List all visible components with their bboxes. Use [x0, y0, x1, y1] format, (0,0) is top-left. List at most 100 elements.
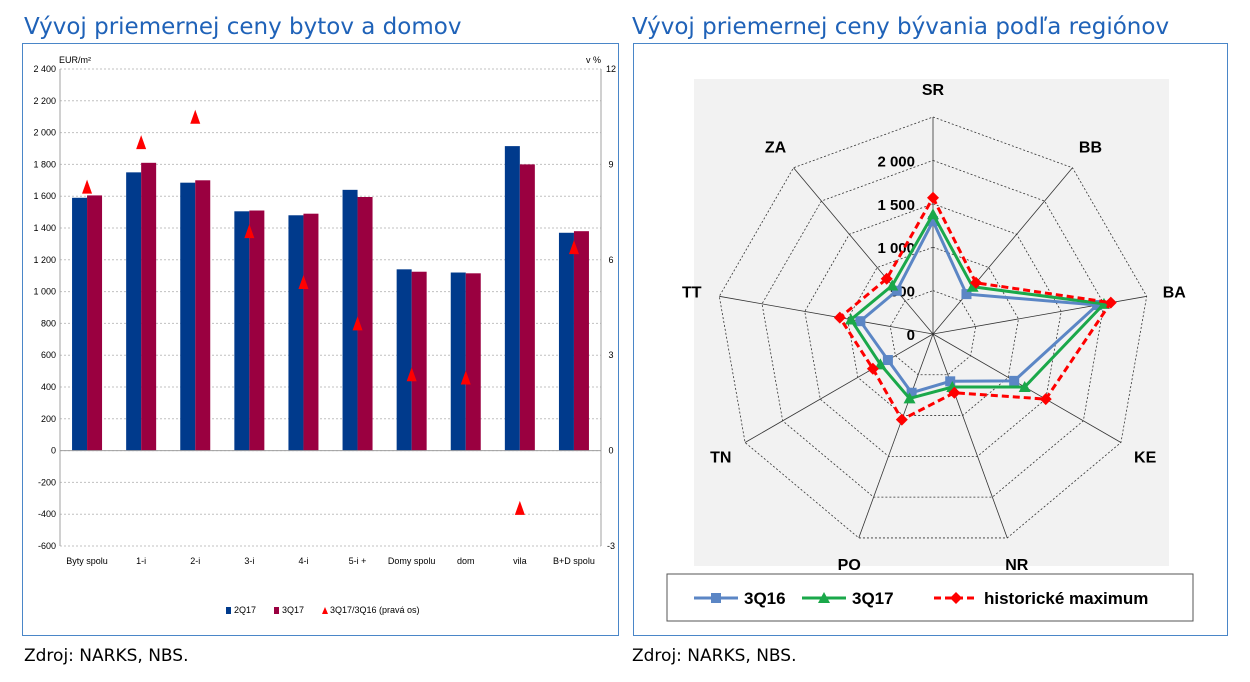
square-marker — [961, 289, 972, 300]
diamond-marker — [927, 191, 939, 204]
diamond-marker — [880, 272, 893, 285]
bar-3q17 — [465, 273, 481, 451]
change-triangle-marker — [244, 224, 255, 239]
change-triangle-marker — [298, 275, 309, 290]
bar-chart: 2 400 2 200 2 000 1 800 1 600 1 400 1 200 1 000… — [33, 55, 616, 615]
legend-label: 3Q17 — [852, 589, 894, 608]
right-source-note: Zdroj: NARKS, NBS. — [632, 646, 797, 666]
square-marker — [855, 316, 866, 327]
square-marker — [891, 285, 902, 296]
legend-triangle-icon — [322, 607, 328, 614]
x-tick-label: 3-i — [244, 556, 254, 566]
y-tick-label: 1 200 — [33, 255, 56, 265]
radar-spoke — [719, 295, 934, 335]
y-tick-label: 200 — [41, 414, 56, 424]
legend-label: 2Q17 — [234, 605, 256, 615]
radar-spoke — [932, 167, 1073, 335]
bar-3q17 — [303, 213, 319, 451]
series-line — [848, 211, 1108, 401]
legend-label: 3Q16 — [744, 589, 786, 608]
region-label: SR — [922, 82, 945, 99]
radar-grid-ring — [718, 116, 1148, 539]
y2-tick-label: 0 — [608, 446, 613, 456]
y2-tick-label: 9 — [608, 159, 613, 169]
bar-chart-panel: 2 400 2 200 2 000 1 800 1 600 1 400 1 200 1 000… — [22, 43, 619, 636]
legend-label: 3Q17 — [282, 605, 304, 615]
diamond-marker — [866, 362, 879, 375]
right-chart-title: Vývoj priemernej ceny bývania podľa regi… — [632, 14, 1170, 40]
x-tick-label: 1-i — [136, 556, 146, 566]
bar-chart-legend: 2Q17 3Q17 3Q17/3Q16 (pravá os) — [226, 605, 420, 615]
diamond-marker — [1104, 296, 1117, 309]
radial-tick-label: 0 — [907, 327, 915, 344]
y2-axis-label: v % — [586, 55, 601, 65]
change-triangle-marker — [568, 240, 579, 255]
y-tick-label: 2 200 — [33, 96, 56, 106]
y-tick-label: 2 000 — [33, 128, 56, 138]
radar-chart-legend: 3Q16 3Q17 historické maximum — [666, 573, 1194, 622]
bar-3q17 — [195, 180, 211, 451]
bar-3q17 — [141, 162, 157, 451]
diamond-marker — [969, 276, 982, 289]
triangle-marker — [927, 208, 939, 220]
y-tick-label: -400 — [38, 509, 56, 519]
radial-tick-label: 1 500 — [877, 197, 915, 214]
square-marker — [1092, 300, 1103, 311]
diamond-marker — [948, 386, 961, 399]
region-label: BB — [1079, 139, 1102, 156]
bar-2q17 — [396, 269, 412, 451]
bar-2q17 — [558, 232, 574, 451]
radar-spoke — [793, 167, 934, 335]
change-triangle-marker — [190, 109, 201, 124]
triangle-marker — [886, 279, 899, 291]
radar-grid-ring — [804, 203, 1062, 457]
bar-2q17 — [180, 182, 196, 451]
square-marker — [882, 355, 893, 366]
left-source-note: Zdroj: NARKS, NBS. — [24, 646, 189, 666]
x-tick-label: Domy spolu — [388, 556, 436, 566]
triangle-marker — [874, 358, 887, 370]
region-label: KE — [1134, 450, 1157, 467]
left-chart-title: Vývoj priemernej ceny bytov a domov — [24, 14, 462, 40]
triangle-marker — [903, 392, 916, 404]
bar-2q17 — [342, 189, 358, 451]
y-tick-label: 1 600 — [33, 191, 56, 201]
x-tick-label: Byty spolu — [66, 556, 108, 566]
y-tick-label: -600 — [38, 541, 56, 551]
diamond-marker — [895, 413, 908, 426]
y-tick-label: 1 000 — [33, 287, 56, 297]
bar-2q17 — [126, 172, 142, 451]
legend-swatch — [226, 607, 231, 614]
radar-grid-ring — [847, 246, 1019, 416]
y-axis-label: EUR/m² — [59, 55, 91, 65]
series-line — [858, 217, 1101, 395]
square-marker — [945, 376, 956, 387]
region-label: PO — [838, 557, 861, 574]
radar-spoke — [858, 333, 934, 539]
triangle-marker — [966, 280, 979, 292]
bar-3q17 — [249, 210, 265, 451]
bar-2q17 — [234, 211, 250, 451]
triangle-marker — [1018, 380, 1031, 392]
legend-label: historické maximum — [984, 589, 1148, 608]
change-triangle-marker — [460, 370, 471, 385]
region-label: BA — [1163, 284, 1187, 301]
y-tick-label: 1 400 — [33, 223, 56, 233]
legend-triangle-icon — [818, 592, 830, 603]
change-triangle-marker — [352, 316, 363, 331]
y2-tick-label: -3 — [607, 541, 615, 551]
y-tick-label: 800 — [41, 318, 56, 328]
x-tick-label: vila — [513, 556, 527, 566]
radar-grid-ring — [889, 290, 977, 376]
y2-tick-label: 12 — [606, 64, 616, 74]
y-tick-label: 1 800 — [33, 159, 56, 169]
change-triangle-marker — [82, 179, 93, 194]
legend-square-icon — [711, 593, 721, 603]
triangle-marker — [844, 313, 857, 325]
bar-2q17 — [450, 272, 466, 451]
bar-2q17 — [504, 146, 520, 451]
legend-swatch — [274, 607, 279, 614]
y2-tick-label: 6 — [608, 255, 613, 265]
x-tick-label: dom — [457, 556, 475, 566]
